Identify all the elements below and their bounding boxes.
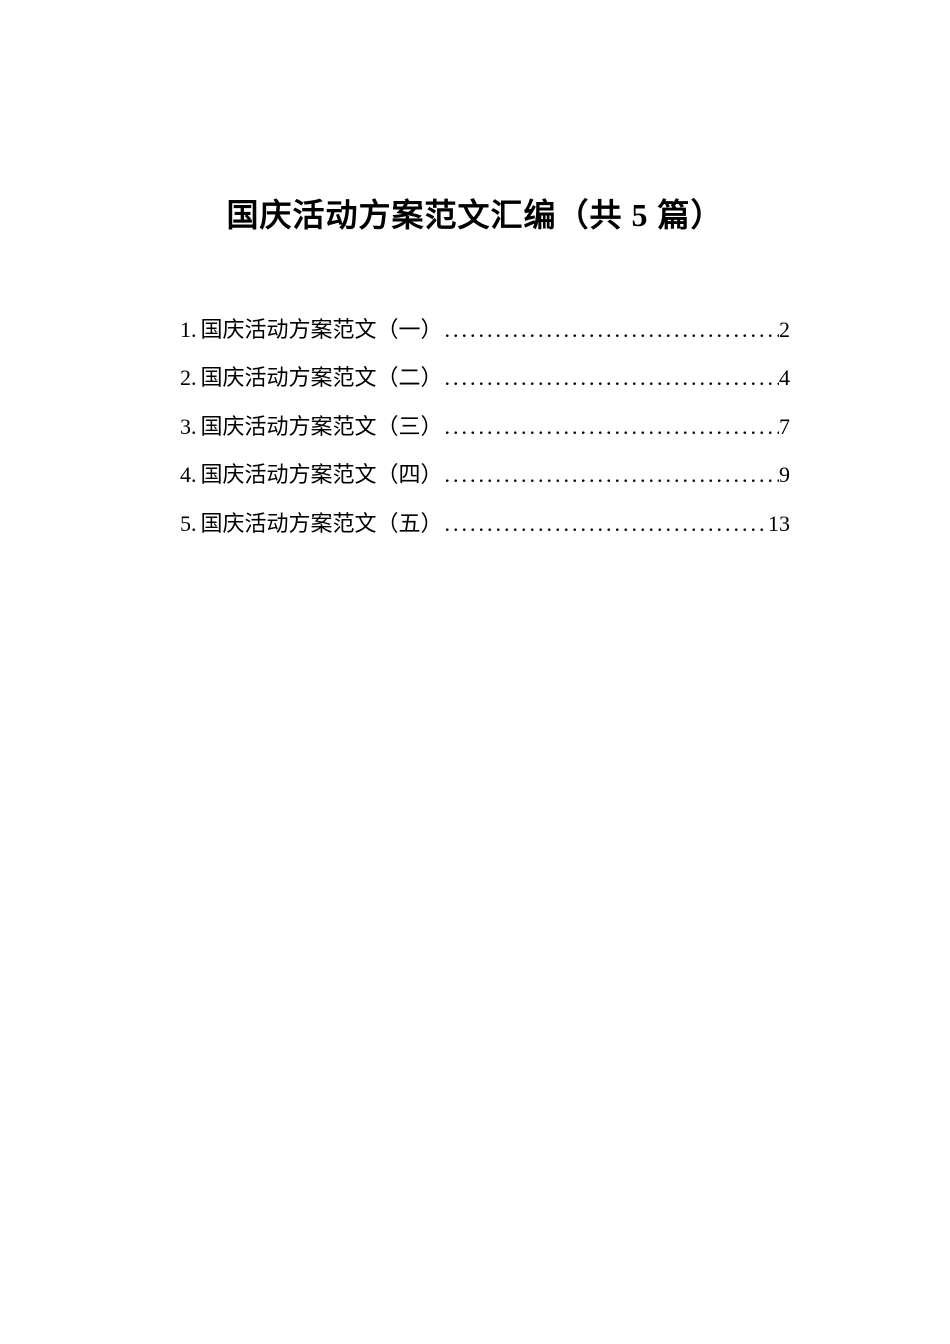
- toc-entry-number: 4.: [180, 451, 197, 499]
- toc-entry-label: 国庆活动方案范文（五）: [201, 500, 443, 548]
- toc-entry: 4. 国庆活动方案范文（四） .........................…: [180, 451, 790, 499]
- toc-entry-number: 2.: [180, 354, 197, 402]
- page-container: 国庆活动方案范文汇编（共 5 篇） 1. 国庆活动方案范文（一） .......…: [0, 0, 950, 1344]
- toc-entry: 2. 国庆活动方案范文（二） .........................…: [180, 354, 790, 402]
- toc-dot-leader: ........................................…: [443, 403, 779, 451]
- toc-entry-number: 5.: [180, 500, 197, 548]
- toc-entry-page: 4: [779, 354, 790, 402]
- document-title: 国庆活动方案范文汇编（共 5 篇）: [120, 190, 830, 236]
- toc-entry-page: 13: [768, 500, 790, 548]
- toc-entry: 5. 国庆活动方案范文（五） .........................…: [180, 500, 790, 548]
- toc-entry-label: 国庆活动方案范文（四）: [201, 451, 443, 499]
- toc-entry: 1. 国庆活动方案范文（一） .........................…: [180, 306, 790, 354]
- toc-container: 1. 国庆活动方案范文（一） .........................…: [120, 306, 830, 548]
- toc-dot-leader: ........................................…: [443, 306, 779, 354]
- toc-entry-label: 国庆活动方案范文（一）: [201, 306, 443, 354]
- toc-dot-leader: ........................................…: [443, 354, 779, 402]
- toc-entry-page: 9: [779, 451, 790, 499]
- toc-entry-label: 国庆活动方案范文（三）: [201, 403, 443, 451]
- toc-entry-number: 3.: [180, 403, 197, 451]
- toc-entry-page: 2: [779, 306, 790, 354]
- toc-dot-leader: ........................................…: [443, 500, 768, 548]
- toc-entry: 3. 国庆活动方案范文（三） .........................…: [180, 403, 790, 451]
- toc-entry-label: 国庆活动方案范文（二）: [201, 354, 443, 402]
- toc-entry-page: 7: [779, 403, 790, 451]
- toc-entry-number: 1.: [180, 306, 197, 354]
- toc-dot-leader: ........................................…: [443, 451, 779, 499]
